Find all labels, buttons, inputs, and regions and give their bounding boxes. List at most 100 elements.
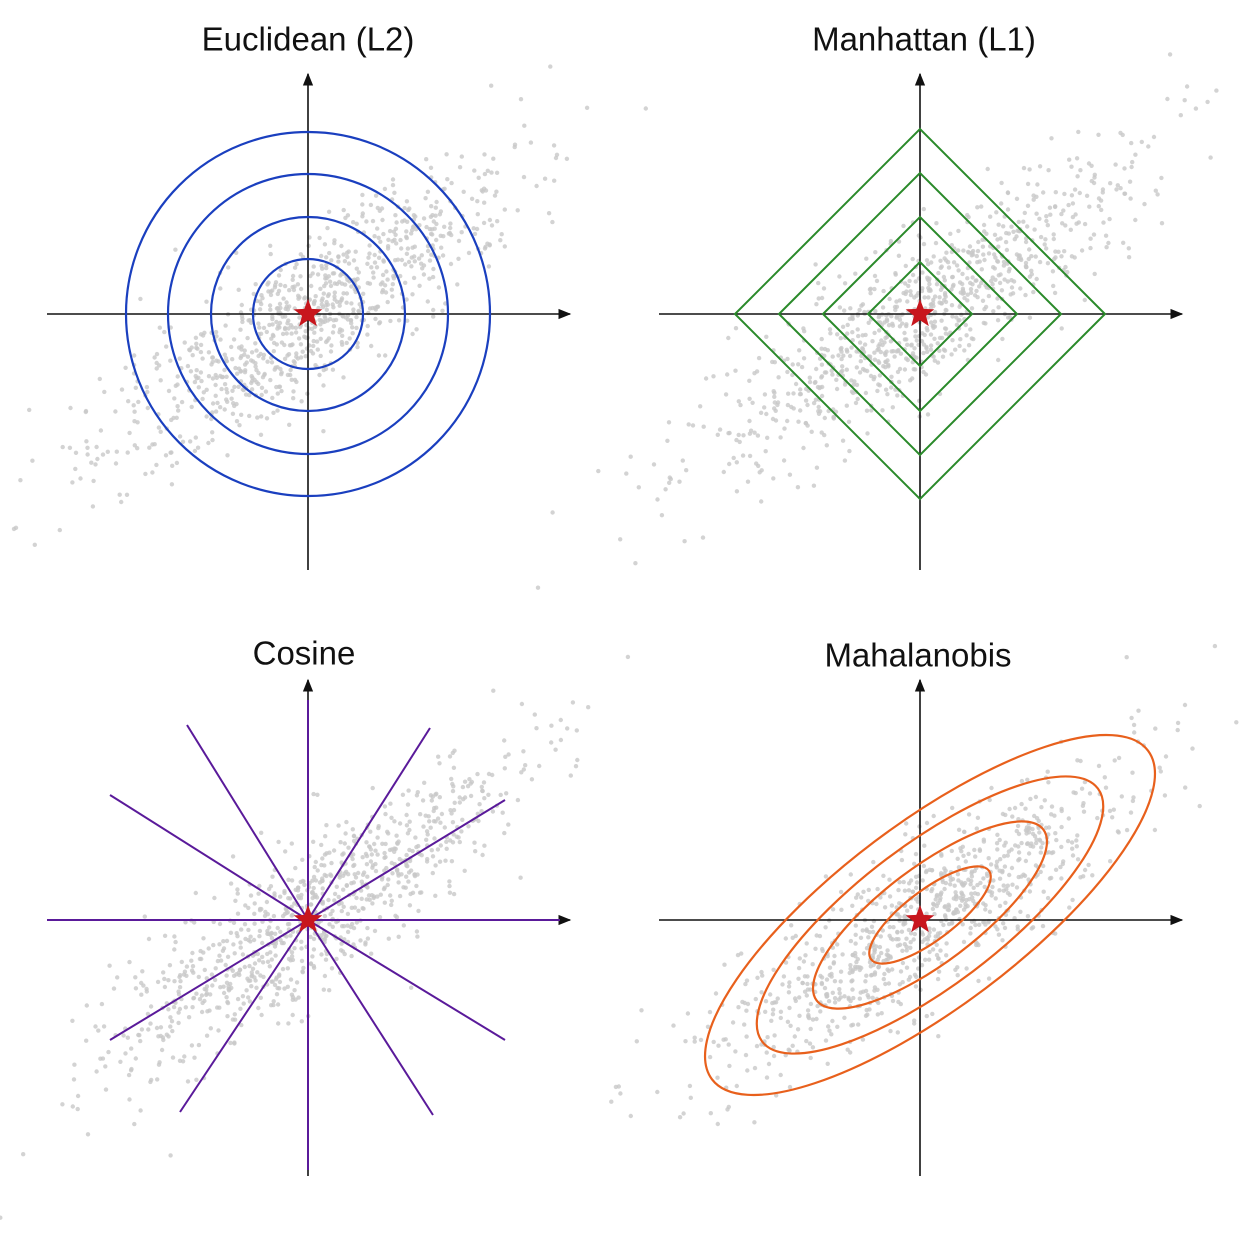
scatter-dot xyxy=(354,266,359,271)
scatter-dot xyxy=(786,1047,791,1052)
scatter-dot xyxy=(460,817,465,822)
scatter-dot xyxy=(374,265,380,270)
scatter-dot xyxy=(213,409,219,414)
scatter-dot xyxy=(235,996,241,1002)
scatter-dot xyxy=(1012,805,1018,811)
scatter-dot xyxy=(926,288,932,293)
scatter-dot xyxy=(264,899,270,905)
scatter-dot xyxy=(1035,182,1040,187)
scatter-dot xyxy=(212,977,218,983)
scatter-dot xyxy=(415,790,420,795)
scatter-dot xyxy=(257,299,263,304)
scatter-dot xyxy=(272,285,278,290)
scatter-dot xyxy=(1002,864,1008,869)
scatter-dot xyxy=(906,888,912,893)
scatter-dot xyxy=(842,1015,847,1020)
scatter-dot xyxy=(851,382,856,387)
scatter-dot xyxy=(405,246,411,251)
l1-contour xyxy=(733,127,1107,501)
scatter-dot xyxy=(1040,923,1046,929)
scatter-dot xyxy=(744,978,750,983)
scatter-dot xyxy=(737,439,742,445)
scatter-dot xyxy=(1175,727,1180,733)
scatter-dot xyxy=(257,325,262,330)
scatter-dot xyxy=(209,416,214,422)
scatter-dot xyxy=(136,399,141,405)
scatter-dot xyxy=(950,338,955,343)
scatter-dot xyxy=(1107,808,1113,814)
scatter-dot xyxy=(775,996,780,1001)
scatter-dot xyxy=(961,897,966,902)
scatter-dot xyxy=(232,1040,237,1045)
scatter-dot xyxy=(449,859,455,864)
scatter-dot xyxy=(260,954,265,960)
scatter-dot xyxy=(494,170,500,175)
scatter-dot xyxy=(404,297,409,302)
scatter-dot xyxy=(980,244,986,249)
scatter-dot xyxy=(1063,223,1068,228)
scatter-dot xyxy=(142,914,147,919)
scatter-dot xyxy=(339,243,344,249)
scatter-dot xyxy=(131,403,136,408)
scatter-dot xyxy=(253,282,258,287)
scatter-dot xyxy=(854,382,860,388)
scatter-dot xyxy=(1051,283,1056,289)
scatter-dot xyxy=(692,1039,697,1044)
scatter-dot xyxy=(904,356,909,361)
scatter-dot xyxy=(921,206,926,212)
scatter-dot xyxy=(412,259,417,264)
scatter-dot xyxy=(424,837,429,842)
scatter-dot xyxy=(235,887,240,892)
scatter-dot xyxy=(828,331,833,336)
scatter-dot xyxy=(902,888,908,893)
scatter-dot xyxy=(385,299,390,305)
scatter-dot xyxy=(873,250,878,255)
scatter-dot xyxy=(213,382,218,388)
scatter-dot xyxy=(345,213,351,218)
scatter-dot xyxy=(351,942,356,947)
scatter-dot xyxy=(196,974,201,980)
scatter-dot xyxy=(853,964,858,969)
scatter-dot xyxy=(934,892,940,898)
scatter-dot xyxy=(124,492,130,497)
scatter-dot xyxy=(715,432,720,437)
scatter-dot xyxy=(138,296,143,302)
scatter-dot xyxy=(451,832,456,837)
scatter-dot xyxy=(924,820,930,826)
scatter-dot xyxy=(850,987,855,992)
scatter-dot xyxy=(745,479,751,484)
scatter-dot xyxy=(957,343,962,349)
scatter-dot xyxy=(72,1062,77,1067)
scatter-dot xyxy=(1082,779,1088,785)
scatter-dot xyxy=(772,400,777,405)
scatter-dot xyxy=(436,285,442,290)
scatter-dot xyxy=(303,329,308,334)
scatter-dot xyxy=(206,946,211,951)
scatter-dot xyxy=(1016,850,1022,855)
scatter-dot xyxy=(169,1019,175,1024)
scatter-dot xyxy=(692,1035,697,1040)
scatter-dot xyxy=(903,832,908,837)
scatter-dot xyxy=(276,309,281,314)
scatter-dot xyxy=(404,229,409,234)
scatter-dot xyxy=(847,448,852,454)
scatter-dot xyxy=(988,214,993,219)
scatter-dot xyxy=(866,935,871,940)
scatter-dot xyxy=(224,397,229,402)
scatter-dot xyxy=(341,904,346,909)
scatter-dot xyxy=(397,893,403,899)
scatter-dot xyxy=(893,271,898,276)
scatter-dot xyxy=(845,322,850,328)
scatter-dot xyxy=(329,966,335,971)
scatter-dot xyxy=(388,801,393,806)
scatter-dot xyxy=(425,248,431,254)
scatter-dot xyxy=(376,255,382,260)
scatter-dot xyxy=(955,965,960,970)
scatter-dot xyxy=(1041,889,1046,894)
scatter-dot xyxy=(498,792,503,798)
scatter-dot xyxy=(813,397,819,402)
scatter-dot xyxy=(336,254,341,259)
scatter-dot xyxy=(808,1001,814,1007)
scatter-dot xyxy=(295,888,301,893)
scatter-dot xyxy=(798,387,803,392)
